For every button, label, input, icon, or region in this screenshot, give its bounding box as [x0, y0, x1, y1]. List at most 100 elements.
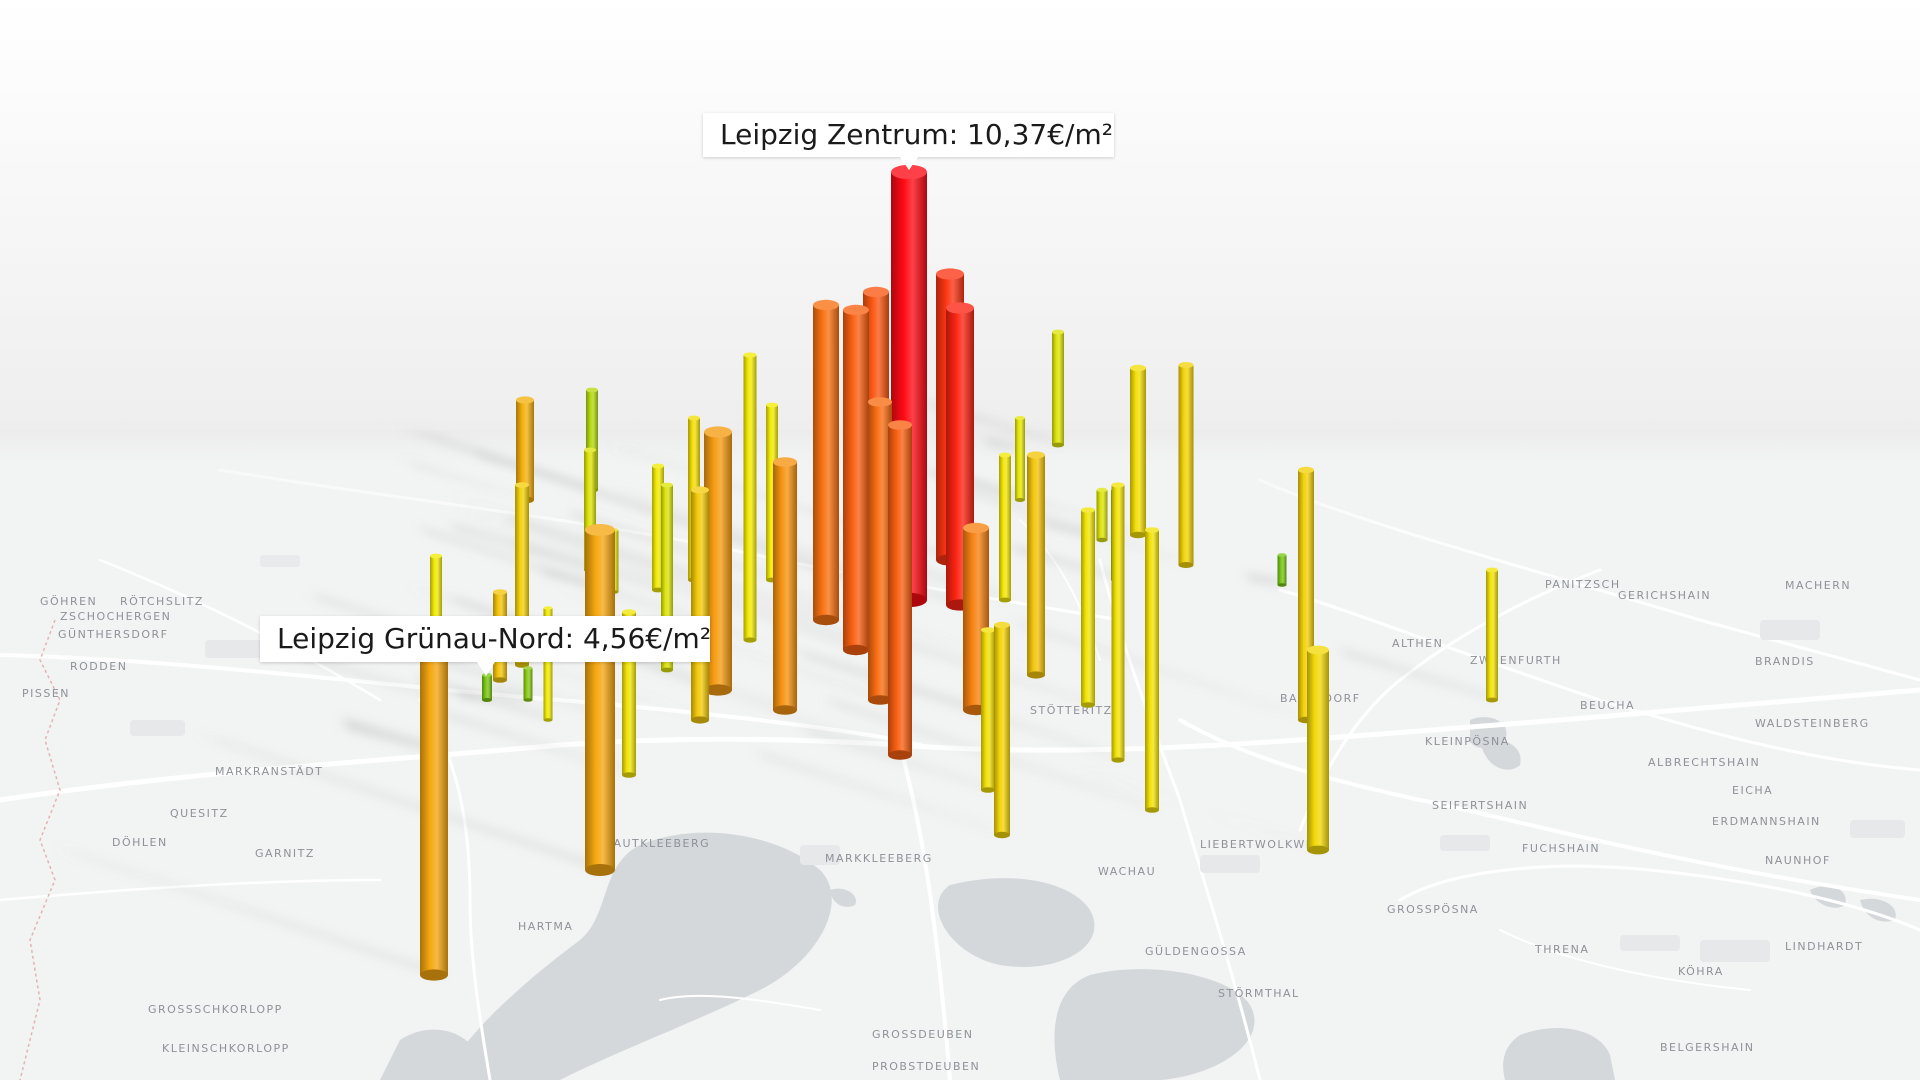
rent-column[interactable]: [1130, 364, 1146, 539]
place-label: GROSSSCHKORLOPP: [148, 1003, 283, 1016]
column-top: [430, 553, 442, 559]
column-body: [1307, 650, 1329, 850]
column-base: [482, 698, 492, 702]
column-base: [1096, 537, 1108, 543]
column-base: [523, 698, 533, 702]
rent-column[interactable]: [420, 649, 448, 981]
lakes: [380, 717, 1896, 1080]
rent-column[interactable]: [843, 304, 869, 656]
place-label: ALTHEN: [1392, 637, 1443, 650]
rent-column[interactable]: [773, 457, 797, 715]
rent-column[interactable]: [1081, 507, 1095, 708]
place-label: PROBSTDEUBEN: [872, 1060, 980, 1073]
column-body: [523, 668, 533, 700]
rent-column[interactable]: [1027, 451, 1045, 679]
rent-column[interactable]: [523, 666, 533, 702]
place-label: NAUNHOF: [1765, 854, 1831, 867]
rent-column[interactable]: [482, 673, 492, 702]
rent-column[interactable]: [1015, 416, 1025, 502]
column-base: [1027, 671, 1045, 679]
place-labels: GÖHREN RÖTCHSLITZ ZSCHOCHERGEN GÜNTHERSD…: [22, 578, 1870, 1073]
column-body: [773, 462, 797, 710]
rent-column[interactable]: [1052, 329, 1064, 448]
place-label: PANITZSCH: [1545, 578, 1621, 591]
rent-column[interactable]: [981, 627, 995, 793]
column-shadow: [401, 459, 534, 500]
column-base: [868, 695, 892, 705]
column-body: [1096, 490, 1108, 540]
rent-column[interactable]: [1145, 527, 1159, 813]
column-base: [743, 637, 757, 643]
column-base: [773, 705, 797, 715]
rent-column[interactable]: [813, 299, 839, 626]
place-label: SEIFERTSHAIN: [1432, 799, 1528, 812]
column-top: [1298, 466, 1314, 474]
place-label: WACHAU: [1098, 865, 1156, 878]
callout-text: Leipzig Zentrum: 10,37€/m²: [720, 118, 1113, 151]
column-top: [766, 402, 778, 408]
place-label: THRENA: [1534, 943, 1589, 956]
column-base: [1015, 498, 1025, 502]
rent-column[interactable]: [1307, 645, 1329, 855]
column-base: [1277, 583, 1287, 587]
rent-column[interactable]: [1178, 362, 1194, 568]
column-top: [1015, 416, 1025, 420]
column-base: [1486, 697, 1498, 703]
column-base: [1130, 531, 1146, 539]
column-body: [1145, 530, 1159, 810]
rent-column[interactable]: [585, 524, 615, 876]
column-base: [981, 787, 995, 793]
column-body: [1052, 332, 1064, 445]
column-base: [420, 969, 448, 981]
rent-column[interactable]: [1486, 567, 1498, 703]
column-base: [1111, 757, 1125, 763]
place-label: KLEINPÖSNA: [1425, 735, 1510, 748]
column-body: [1081, 510, 1095, 705]
place-label: LIEBERTWOLKWITZ: [1200, 838, 1328, 851]
place-label: EICHA: [1732, 784, 1773, 797]
place-label: ZWEENFURTH: [1470, 654, 1562, 667]
column-shadow: [1243, 572, 1287, 585]
column-body: [843, 310, 869, 650]
column-top: [743, 352, 757, 358]
column-base: [543, 718, 553, 722]
rent-column[interactable]: [543, 606, 553, 722]
column-body: [1111, 485, 1125, 760]
place-label: STÖRMTHAL: [1218, 987, 1300, 1000]
rent-column[interactable]: [999, 452, 1011, 603]
column-base: [1178, 562, 1194, 568]
callout-zentrum[interactable]: Leipzig Zentrum: 10,37€/m²: [703, 113, 1114, 170]
rent-column[interactable]: [691, 486, 709, 724]
column-top: [888, 420, 912, 430]
column-body: [1027, 455, 1045, 675]
place-label: KNAUTKLEEBERG: [595, 837, 710, 850]
place-label: HARTMA: [518, 920, 573, 933]
rent-column[interactable]: [743, 352, 757, 643]
rent-column[interactable]: [1277, 553, 1287, 587]
column-base: [843, 644, 869, 656]
place-label: ZSCHOCHERGEN: [60, 610, 171, 623]
rent-column[interactable]: [1111, 482, 1125, 763]
place-label: RODDEN: [70, 660, 127, 673]
rent-column[interactable]: [1096, 487, 1108, 543]
map-ground: [0, 440, 1920, 1080]
rent-column[interactable]: [516, 396, 534, 504]
place-label: GÜNTHERSDORF: [58, 628, 168, 641]
callout-gruenau-nord[interactable]: Leipzig Grünau-Nord: 4,56€/m²: [260, 616, 711, 676]
column-top: [1111, 482, 1125, 488]
column-body: [981, 630, 995, 790]
column-base: [1307, 845, 1329, 855]
column-body: [691, 490, 709, 720]
column-top: [1081, 507, 1095, 513]
column-top: [868, 397, 892, 407]
place-label: WALDSTEINBERG: [1755, 717, 1870, 730]
base-map[interactable]: GÖHREN RÖTCHSLITZ ZSCHOCHERGEN GÜNTHERSD…: [0, 430, 1920, 1080]
rent-column[interactable]: [994, 621, 1010, 839]
column-shadow: [752, 750, 1010, 835]
rent-column[interactable]: [888, 420, 912, 760]
column-base: [515, 662, 529, 668]
column-top: [843, 304, 869, 316]
column-base: [1145, 807, 1159, 813]
